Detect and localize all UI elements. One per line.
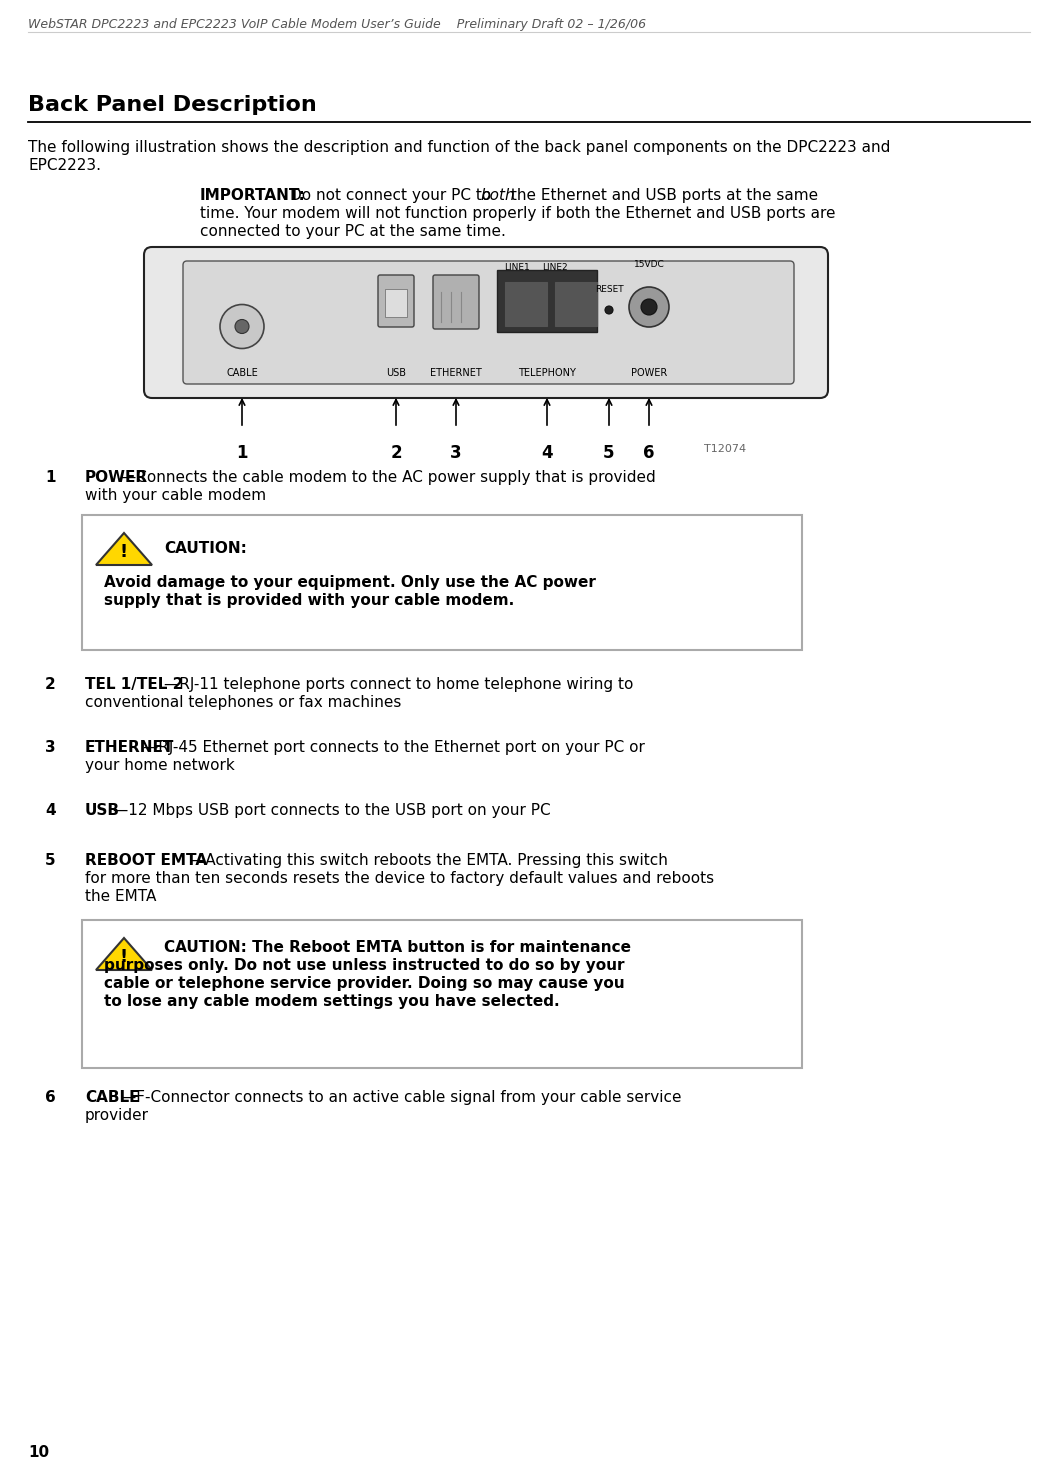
Text: CABLE: CABLE [226, 369, 258, 377]
Text: provider: provider [85, 1107, 149, 1124]
Text: —Activating this switch reboots the EMTA. Pressing this switch: —Activating this switch reboots the EMTA… [190, 853, 668, 868]
Text: 2: 2 [390, 443, 402, 462]
Text: with your cable modem: with your cable modem [85, 489, 266, 503]
Text: 2: 2 [45, 677, 56, 692]
Text: REBOOT EMTA: REBOOT EMTA [85, 853, 207, 868]
Text: ETHERNET: ETHERNET [85, 740, 174, 755]
Text: CAUTION: The Reboot EMTA button is for maintenance: CAUTION: The Reboot EMTA button is for m… [164, 941, 631, 955]
Text: 6: 6 [644, 443, 654, 462]
Circle shape [235, 319, 249, 334]
Text: —RJ-45 Ethernet port connects to the Ethernet port on your PC or: —RJ-45 Ethernet port connects to the Eth… [143, 740, 645, 755]
Text: connected to your PC at the same time.: connected to your PC at the same time. [200, 224, 506, 238]
Text: TEL 1/TEL 2: TEL 1/TEL 2 [85, 677, 183, 692]
Text: 4: 4 [541, 443, 553, 462]
Text: LINE1: LINE1 [504, 263, 530, 272]
Text: —12 Mbps USB port connects to the USB port on your PC: —12 Mbps USB port connects to the USB po… [113, 803, 551, 818]
Text: the EMTA: the EMTA [85, 890, 156, 904]
Text: T12074: T12074 [704, 443, 746, 454]
Bar [385, 290, 407, 317]
Text: 3: 3 [450, 443, 462, 462]
FancyBboxPatch shape [144, 247, 828, 398]
Text: POWER: POWER [631, 369, 667, 377]
Text: !: ! [119, 543, 128, 562]
Text: RESET: RESET [595, 285, 624, 294]
Text: LINE2: LINE2 [542, 263, 568, 272]
Bar [555, 282, 597, 326]
Polygon shape [96, 938, 152, 970]
Polygon shape [96, 533, 152, 565]
Text: —RJ-11 telephone ports connect to home telephone wiring to: —RJ-11 telephone ports connect to home t… [164, 677, 633, 692]
Text: 6: 6 [45, 1090, 56, 1105]
Text: 3: 3 [45, 740, 56, 755]
Bar [82, 515, 802, 650]
Text: conventional telephones or fax machines: conventional telephones or fax machines [85, 695, 402, 710]
Text: CAUTION:: CAUTION: [164, 541, 247, 556]
FancyBboxPatch shape [433, 275, 479, 329]
Text: your home network: your home network [85, 758, 235, 772]
Text: —Connects the cable modem to the AC power supply that is provided: —Connects the cable modem to the AC powe… [120, 470, 655, 486]
Circle shape [605, 306, 613, 315]
Text: USB: USB [386, 369, 406, 377]
FancyBboxPatch shape [183, 260, 794, 383]
Text: POWER: POWER [85, 470, 148, 486]
Text: USB: USB [85, 803, 120, 818]
Text: Avoid damage to your equipment. Only use the AC power: Avoid damage to your equipment. Only use… [104, 575, 596, 590]
Bar [497, 271, 597, 332]
Text: 1: 1 [237, 443, 247, 462]
Text: time. Your modem will not function properly if both the Ethernet and USB ports a: time. Your modem will not function prope… [200, 206, 835, 221]
Text: 5: 5 [45, 853, 56, 868]
Circle shape [220, 304, 264, 348]
Text: 1: 1 [45, 470, 56, 486]
Text: IMPORTANT:: IMPORTANT: [200, 189, 305, 203]
Text: to lose any cable modem settings you have selected.: to lose any cable modem settings you hav… [104, 993, 559, 1009]
Text: CABLE: CABLE [85, 1090, 140, 1105]
Text: TELEPHONY: TELEPHONY [518, 369, 576, 377]
Text: supply that is provided with your cable modem.: supply that is provided with your cable … [104, 593, 515, 609]
Text: cable or telephone service provider. Doing so may cause you: cable or telephone service provider. Doi… [104, 976, 625, 990]
Text: ETHERNET: ETHERNET [430, 369, 482, 377]
FancyBboxPatch shape [378, 275, 414, 328]
Circle shape [629, 287, 669, 328]
Circle shape [641, 298, 657, 315]
Text: 15VDC: 15VDC [633, 260, 665, 269]
Text: the Ethernet and USB ports at the same: the Ethernet and USB ports at the same [506, 189, 818, 203]
Text: —F-Connector connects to an active cable signal from your cable service: —F-Connector connects to an active cable… [120, 1090, 682, 1105]
Text: EPC2223.: EPC2223. [27, 158, 101, 173]
Text: for more than ten seconds resets the device to factory default values and reboot: for more than ten seconds resets the dev… [85, 870, 715, 887]
Text: both: both [480, 189, 515, 203]
Text: Back Panel Description: Back Panel Description [27, 95, 317, 116]
Text: Do not connect your PC to: Do not connect your PC to [290, 189, 496, 203]
Text: The following illustration shows the description and function of the back panel : The following illustration shows the des… [27, 140, 890, 155]
Text: purposes only. Do not use unless instructed to do so by your: purposes only. Do not use unless instruc… [104, 958, 625, 973]
Text: 5: 5 [604, 443, 615, 462]
Text: !: ! [119, 948, 128, 966]
Text: 10: 10 [27, 1445, 49, 1460]
Bar [82, 920, 802, 1068]
Bar [505, 282, 548, 326]
Text: WebSTAR DPC2223 and EPC2223 VoIP Cable Modem User’s Guide    Preliminary Draft 0: WebSTAR DPC2223 and EPC2223 VoIP Cable M… [27, 18, 646, 31]
Text: 4: 4 [45, 803, 56, 818]
